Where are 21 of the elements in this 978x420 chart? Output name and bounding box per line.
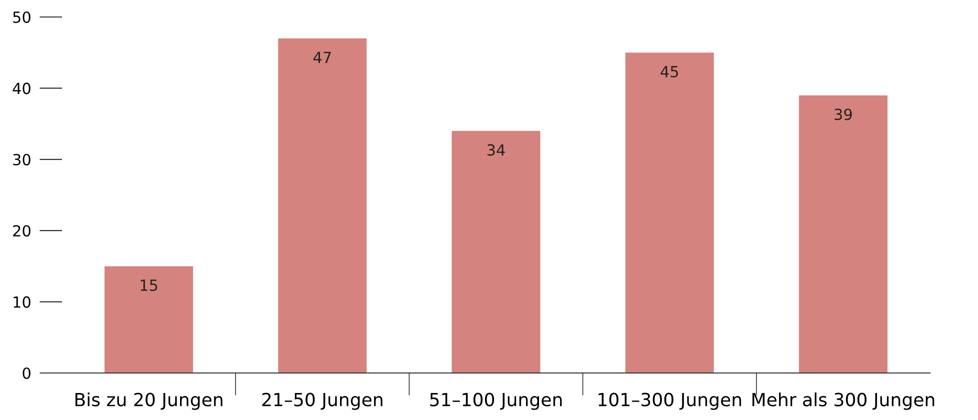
y-tick-label: 0 (22, 367, 30, 380)
y-tick-label: 40 (12, 82, 30, 94)
x-tick-label: Bis zu 20 Jungen (76, 392, 222, 410)
bar (278, 38, 367, 373)
y-tick-label: 20 (13, 225, 30, 237)
x-tick-label: 101–300 Jungen (598, 392, 742, 410)
data-label: 34 (487, 144, 505, 156)
x-tick-label: 21–50 Jungen (262, 392, 382, 410)
x-tick-label: Mehr als 300 Jungen (752, 392, 934, 410)
data-label: 47 (313, 52, 331, 63)
data-label: 45 (660, 66, 678, 78)
y-tick-label: 30 (13, 154, 30, 166)
bar (104, 266, 194, 373)
bar (452, 130, 540, 373)
data-label: 15 (140, 280, 158, 292)
y-tick-label: 10 (14, 296, 30, 308)
data-label: 39 (834, 108, 852, 120)
bar (798, 95, 888, 373)
y-tick-label: 50 (13, 11, 30, 24)
bar (625, 52, 714, 373)
x-tick-label: 51–100 Jungen (430, 392, 562, 410)
